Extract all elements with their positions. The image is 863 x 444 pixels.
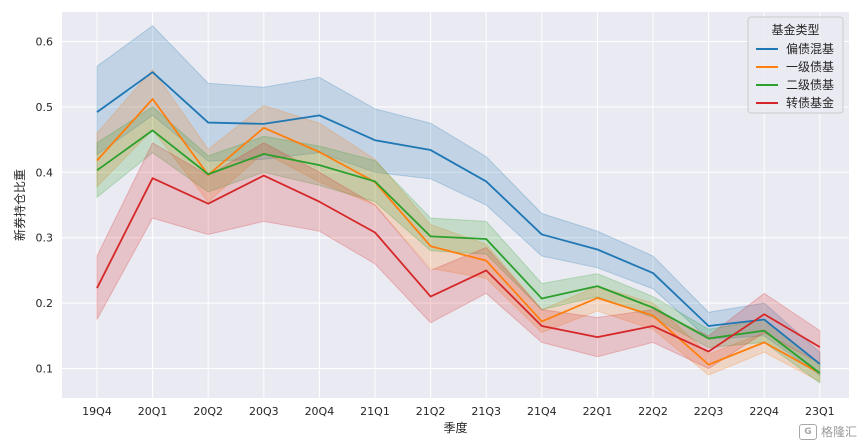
y-tick-label: 0.2 bbox=[36, 297, 54, 310]
legend-label: 转债基金 bbox=[786, 95, 834, 110]
legend-label: 二级债基 bbox=[786, 78, 834, 92]
series-line bbox=[96, 98, 821, 374]
y-tick-label: 0.3 bbox=[36, 232, 54, 245]
x-tick-label: 21Q4 bbox=[527, 405, 557, 418]
y-tick-label: 0.1 bbox=[36, 363, 54, 376]
x-tick-label: 21Q2 bbox=[416, 405, 446, 418]
x-tick-labels: 19Q4 20Q1 20Q2 20Q3 20Q4 21Q1 21Q2 21Q3 21Q4 22Q1… bbox=[82, 405, 834, 418]
confidence-band bbox=[96, 106, 821, 384]
x-tick-label: 22Q2 bbox=[638, 405, 668, 418]
legend-box bbox=[747, 16, 844, 114]
legend-label: 偏债混基 bbox=[786, 41, 834, 56]
series-lines bbox=[96, 71, 821, 374]
legend-title: 基金类型 bbox=[771, 22, 819, 37]
confidence-bands bbox=[96, 25, 821, 384]
y-tick-label: 0.4 bbox=[36, 166, 54, 179]
x-tick-label: 22Q4 bbox=[749, 405, 779, 418]
series-line bbox=[96, 174, 821, 353]
x-tick-label: 20Q1 bbox=[138, 405, 168, 418]
confidence-band bbox=[96, 68, 821, 383]
series-line bbox=[96, 129, 821, 374]
plot-area bbox=[62, 12, 849, 398]
x-axis-label: 季度 bbox=[443, 420, 467, 435]
x-tick-label: 21Q1 bbox=[360, 405, 390, 418]
x-tick-label: 22Q3 bbox=[694, 405, 724, 418]
x-tick-label: 20Q4 bbox=[305, 405, 335, 418]
y-tick-label: 0.5 bbox=[36, 101, 54, 114]
x-tick-label: 20Q3 bbox=[249, 405, 279, 418]
watermark-text: 格隆汇 bbox=[820, 425, 857, 439]
x-tick-label: 19Q4 bbox=[82, 405, 112, 418]
x-tick-label: 21Q3 bbox=[471, 405, 501, 418]
legend-label: 一级债基 bbox=[786, 60, 834, 74]
y-tick-labels: 0.1 0.2 0.3 0.4 0.5 0.6 bbox=[36, 35, 54, 375]
watermark: G 格隆汇 bbox=[798, 423, 857, 440]
y-tick-label: 0.6 bbox=[36, 35, 54, 48]
x-tick-label: 22Q1 bbox=[583, 405, 613, 418]
series-line bbox=[96, 71, 821, 365]
x-tick-label: 20Q2 bbox=[193, 405, 223, 418]
watermark-logo-icon: G bbox=[798, 423, 817, 440]
y-axis-label: 新券持仓比重 bbox=[12, 169, 27, 241]
confidence-band bbox=[96, 25, 821, 377]
x-tick-label: 23Q1 bbox=[805, 405, 835, 418]
x-gridlines bbox=[96, 12, 821, 398]
